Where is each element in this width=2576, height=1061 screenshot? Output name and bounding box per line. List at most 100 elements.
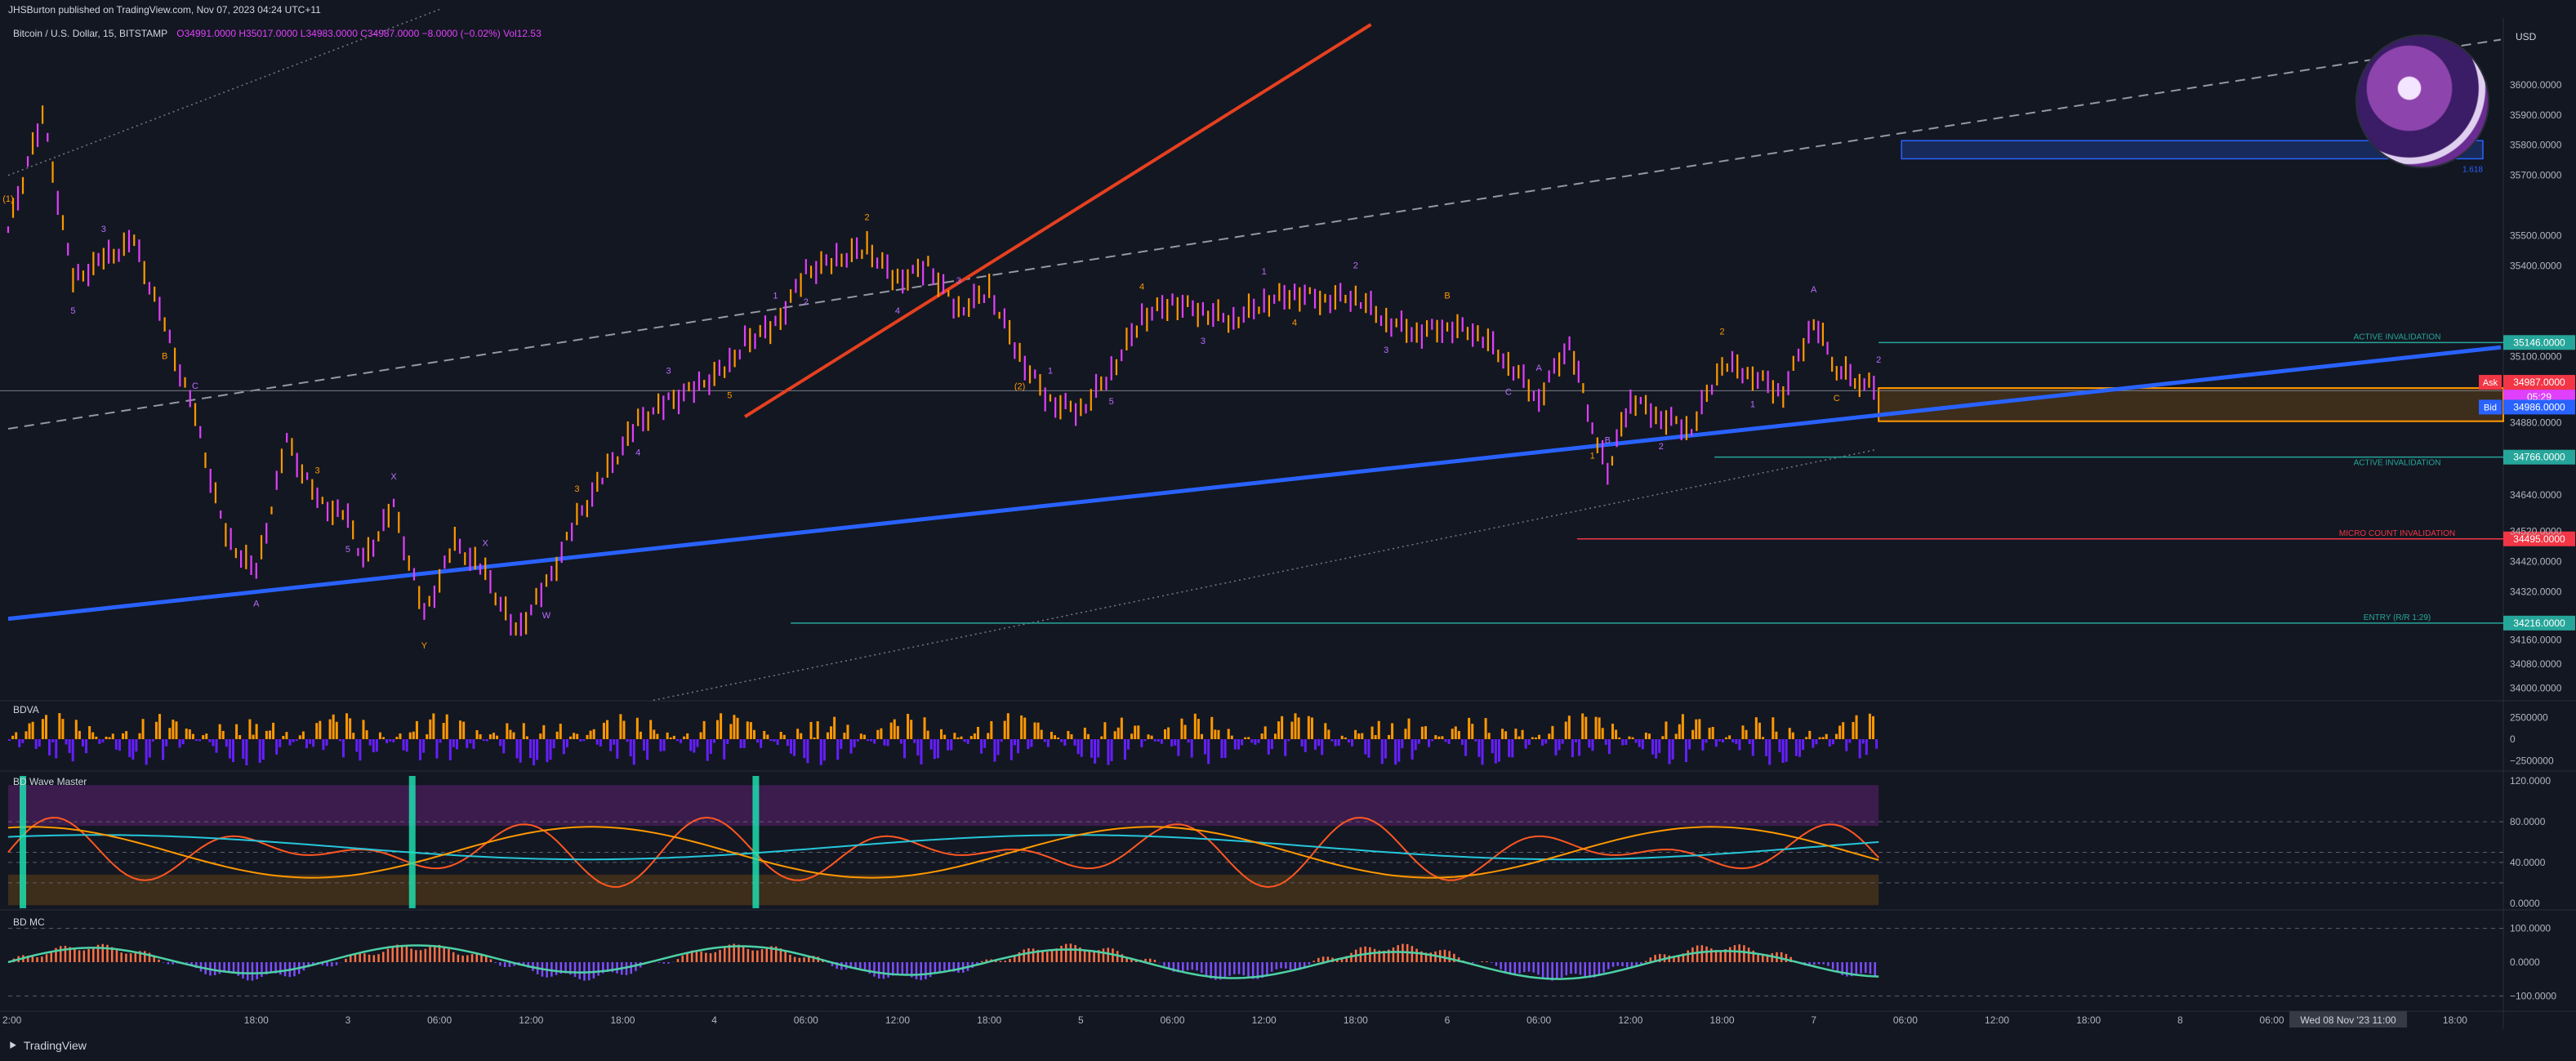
bdva-bar xyxy=(1073,739,1076,746)
bdva-bar xyxy=(1618,737,1621,739)
bdva-bar xyxy=(1447,739,1451,744)
bdva-bar xyxy=(1655,739,1658,759)
bdmc-histogram-bar xyxy=(237,962,240,976)
bdva-bar xyxy=(1725,737,1728,739)
volume-value: Vol12.53 xyxy=(503,28,541,39)
bdmc-histogram-bar xyxy=(475,953,479,962)
bdmc-histogram-bar xyxy=(1237,962,1241,974)
bdmc-histogram-bar xyxy=(415,950,417,962)
currency-label[interactable]: USD xyxy=(2516,31,2537,42)
bdva-bar xyxy=(689,739,693,751)
bdmc-histogram-bar xyxy=(372,955,376,962)
bdva-bar xyxy=(622,720,626,739)
bdmc-histogram-bar xyxy=(1064,943,1067,962)
bdva-bar xyxy=(1444,739,1447,742)
bdva-bar xyxy=(1324,723,1327,739)
bdmc-histogram-bar xyxy=(1266,962,1268,975)
wave-master-pane-title[interactable]: BD Wave Master xyxy=(13,776,87,787)
time-tick-label: 12:00 xyxy=(1252,1014,1277,1026)
crosshair-time-label: Wed 08 Nov '23 11:00 xyxy=(2300,1014,2396,1026)
bdva-bar xyxy=(252,734,255,739)
bdva-bar xyxy=(903,739,907,759)
bdmc-histogram-bar xyxy=(1083,949,1086,962)
bdmc-histogram-bar xyxy=(1009,959,1011,962)
bdva-bar xyxy=(1157,739,1160,742)
bdmc-histogram-bar xyxy=(508,962,511,967)
bdmc-histogram-bar xyxy=(555,962,558,975)
symbol-title[interactable]: Bitcoin / U.S. Dollar, 15, BITSTAMP xyxy=(13,28,167,39)
bdmc-histogram-bar xyxy=(1275,962,1278,970)
bdmc-histogram-bar xyxy=(1696,945,1699,962)
bdva-bar xyxy=(1741,725,1745,739)
bdva-bar xyxy=(1097,739,1100,758)
wave-label: (1) xyxy=(2,194,13,204)
bdva-bar xyxy=(1183,724,1187,739)
bdva-bar xyxy=(569,736,573,739)
bdva-bar xyxy=(613,739,616,745)
bdmc-histogram-bar xyxy=(887,962,889,978)
bdva-bar xyxy=(907,713,910,739)
bdva-bar xyxy=(442,723,445,739)
time-tick-label: 06:00 xyxy=(1526,1014,1551,1026)
bdva-bar xyxy=(756,739,760,743)
bdva-bar xyxy=(1708,727,1711,739)
bdva-bar xyxy=(1812,739,1815,748)
bdva-bar xyxy=(1831,739,1834,745)
bdmc-histogram-bar xyxy=(705,952,707,962)
bdmc-histogram-bar xyxy=(559,962,563,974)
bdmc-histogram-bar xyxy=(167,962,170,965)
bdva-bar xyxy=(826,732,829,739)
bdmc-histogram-bar xyxy=(1850,962,1853,977)
bdmc-histogram-bar xyxy=(461,955,464,962)
wave-label: 5 xyxy=(1109,397,1114,407)
bdva-bar xyxy=(111,733,114,739)
time-tick-label: 18:00 xyxy=(2443,1014,2467,1026)
bdva-bar xyxy=(459,720,462,739)
bdva-bar xyxy=(916,739,920,756)
bdva-bar xyxy=(1658,739,1661,753)
bdmc-histogram-bar xyxy=(405,946,408,962)
bdmc-histogram-bar xyxy=(1116,951,1119,962)
bdmc-histogram-bar xyxy=(1134,960,1138,962)
bdva-bar xyxy=(1407,718,1411,739)
bdva-bar xyxy=(1411,739,1414,760)
bdmc-pane-title[interactable]: BD MC xyxy=(13,916,45,928)
time-tick-label: 18:00 xyxy=(1710,1014,1735,1026)
bdmc-histogram-bar xyxy=(1223,962,1227,979)
bdva-bar xyxy=(1086,733,1090,739)
bdmc-histogram-bar xyxy=(1513,962,1517,975)
bdva-bar xyxy=(1748,739,1751,745)
bdva-bar xyxy=(626,739,629,742)
bdmc-histogram-bar xyxy=(410,948,412,962)
bdmc-histogram-bar xyxy=(873,962,876,977)
bdmc-histogram-bar xyxy=(256,962,258,979)
wave-master-tick-label: 120.0000 xyxy=(2510,775,2551,787)
bdva-bar xyxy=(1494,739,1497,764)
bdva-bar xyxy=(1351,739,1354,747)
bdmc-histogram-bar xyxy=(1214,962,1217,980)
axis-level-text: 35146.0000 xyxy=(2513,337,2565,348)
bdmc-histogram-bar xyxy=(611,962,614,973)
bdva-bar xyxy=(282,736,285,739)
bdva-bar xyxy=(1631,737,1634,739)
bdmc-histogram-bar xyxy=(246,962,249,981)
bdva-bar xyxy=(873,739,876,744)
bdmc-histogram-bar xyxy=(489,959,492,962)
bdmc-histogram-bar xyxy=(1443,949,1446,962)
bdva-bar xyxy=(1808,730,1812,739)
bdva-bar xyxy=(706,739,709,761)
bdmc-histogram-bar xyxy=(1369,947,1371,962)
bdmc-histogram-bar xyxy=(1472,962,1474,964)
tradingview-footer[interactable]: ⯈ TradingView xyxy=(8,1039,87,1053)
bdmc-histogram-bar xyxy=(1705,946,1708,962)
bdmc-histogram-bar xyxy=(1691,947,1694,962)
bdva-bar xyxy=(1594,716,1598,739)
bdva-bar xyxy=(836,739,840,760)
wave-label: 4 xyxy=(635,448,640,458)
bdva-bar xyxy=(1424,726,1427,739)
bdva-bar xyxy=(1340,735,1344,739)
bdva-bar xyxy=(1287,739,1290,742)
bdva-pane-title[interactable]: BDVA xyxy=(13,704,39,716)
time-tick-label: 06:00 xyxy=(1893,1014,1918,1026)
